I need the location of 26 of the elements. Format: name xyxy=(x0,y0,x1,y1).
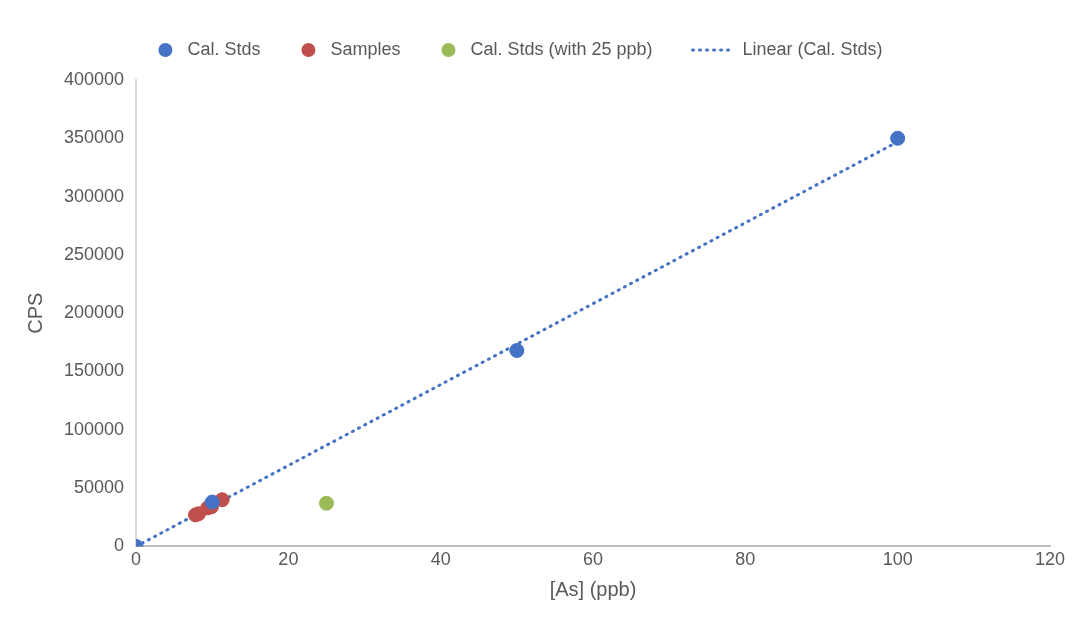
x-tick-label: 20 xyxy=(278,549,299,570)
x-tick-label: 40 xyxy=(430,549,451,570)
legend-label: Cal. Stds xyxy=(187,38,261,59)
point xyxy=(890,130,906,146)
y-tick-label: 350000 xyxy=(63,127,125,148)
legend-label: Linear (Cal. Stds) xyxy=(742,38,883,59)
point xyxy=(318,495,334,511)
y-tick-label: 200000 xyxy=(63,302,125,323)
point xyxy=(204,494,220,510)
y-axis-title: CPS xyxy=(23,292,46,334)
x-axis-title: [As] (ppb) xyxy=(549,577,637,600)
y-tick-label: 0 xyxy=(114,535,125,556)
y-tick-label: 50000 xyxy=(74,477,125,498)
x-tick-label: 120 xyxy=(1034,549,1066,570)
y-tick-label: 150000 xyxy=(63,360,125,381)
x-tick-label: 0 xyxy=(131,549,142,570)
x-tick-label: 100 xyxy=(882,549,913,570)
legend-label: Samples xyxy=(330,38,401,59)
legend-label: Cal. Stds (with 25 ppb) xyxy=(470,38,653,59)
y-tick-label: 250000 xyxy=(63,243,125,264)
y-tick-label: 300000 xyxy=(63,185,125,206)
x-tick-label: 60 xyxy=(583,549,604,570)
y-tick-label: 100000 xyxy=(63,418,125,439)
y-tick-label: 400000 xyxy=(63,68,125,89)
point xyxy=(509,343,525,359)
x-tick-label: 80 xyxy=(735,549,756,570)
